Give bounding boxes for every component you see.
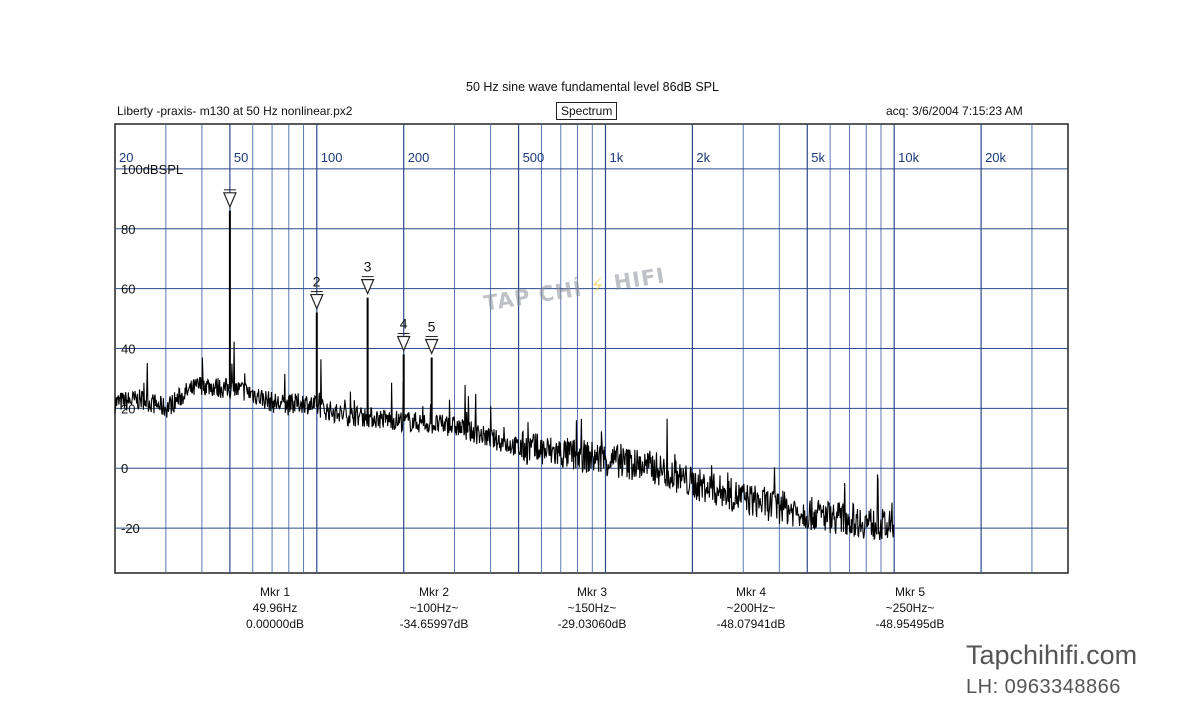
spectrum-view-button[interactable]: Spectrum — [556, 102, 618, 120]
marker-readout-freq: 49.96Hz — [252, 601, 298, 615]
chart-title: 50 Hz sine wave fundamental level 86dB S… — [466, 80, 719, 94]
marker-triangle-3 — [360, 279, 375, 296]
x-tick-label-3: 200 — [408, 150, 430, 165]
marker-label-5: 5 — [428, 318, 436, 334]
marker-readout-freq: ~150Hz~ — [567, 601, 617, 615]
marker-triangle-4 — [396, 335, 411, 353]
marker-readout-level: -48.07941dB — [716, 617, 786, 631]
marker-readout-level: -29.03060dB — [557, 617, 627, 631]
brand-phone: LH: 0963348866 — [966, 676, 1121, 698]
x-tick-label-5: 1k — [609, 150, 623, 165]
marker-readout-name: Mkr 3 — [577, 585, 607, 599]
marker-triangle-5 — [424, 338, 439, 356]
x-tick-label-0: 20 — [119, 150, 133, 165]
marker-readout-1: Mkr 1 49.96Hz 0.00000dB — [205, 584, 345, 632]
spectrum-trace — [114, 341, 895, 541]
y-tick-label-1: 80 — [121, 222, 135, 237]
x-tick-label-2: 100 — [321, 150, 343, 165]
marker-readout-level: -48.95495dB — [875, 617, 945, 631]
x-tick-label-1: 50 — [234, 150, 248, 165]
y-tick-label-5: 0 — [121, 461, 128, 476]
marker-readout-freq: ~250Hz~ — [885, 601, 935, 615]
x-tick-label-9: 20k — [985, 150, 1006, 165]
marker-readout-5: Mkr 5 ~250Hz~ -48.95495dB — [840, 584, 980, 632]
marker-triangle-2 — [309, 293, 324, 311]
file-name-label: Liberty -praxis- m130 at 50 Hz nonlinear… — [117, 104, 353, 118]
brand-website: Tapchihifi.com — [966, 640, 1138, 670]
y-tick-label-2: 60 — [121, 282, 135, 297]
marker-readout-freq: ~200Hz~ — [726, 601, 776, 615]
marker-readout-level: -34.65997dB — [399, 617, 469, 631]
marker-readout-name: Mkr 2 — [419, 585, 449, 599]
x-tick-label-8: 10k — [898, 150, 919, 165]
y-tick-label-6: -20 — [121, 521, 140, 536]
marker-label-4: 4 — [400, 315, 408, 331]
marker-readout-name: Mkr 4 — [736, 585, 766, 599]
marker-readout-name: Mkr 1 — [260, 585, 290, 599]
marker-readout-4: Mkr 4 ~200Hz~ -48.07941dB — [681, 584, 821, 632]
lightning-bolt-icon: ⚡ — [588, 272, 608, 299]
marker-readout-3: Mkr 3 ~150Hz~ -29.03060dB — [522, 584, 662, 632]
y-tick-label-3: 40 — [121, 342, 135, 357]
marker-label-3: 3 — [364, 259, 372, 275]
marker-label-2: 2 — [313, 274, 321, 290]
x-tick-label-4: 500 — [523, 150, 545, 165]
marker-readout-name: Mkr 5 — [895, 585, 925, 599]
marker-readout-level: 0.00000dB — [245, 617, 305, 631]
marker-readout-2: Mkr 2 ~100Hz~ -34.65997dB — [364, 584, 504, 632]
y-tick-label-0: 100dBSPL — [121, 162, 183, 177]
x-tick-label-7: 5k — [811, 150, 825, 165]
marker-readout-freq: ~100Hz~ — [409, 601, 459, 615]
x-tick-label-6: 2k — [696, 150, 710, 165]
acquisition-timestamp: acq: 3/6/2004 7:15:23 AM — [886, 104, 1023, 118]
marker-triangle-1 — [222, 192, 237, 209]
